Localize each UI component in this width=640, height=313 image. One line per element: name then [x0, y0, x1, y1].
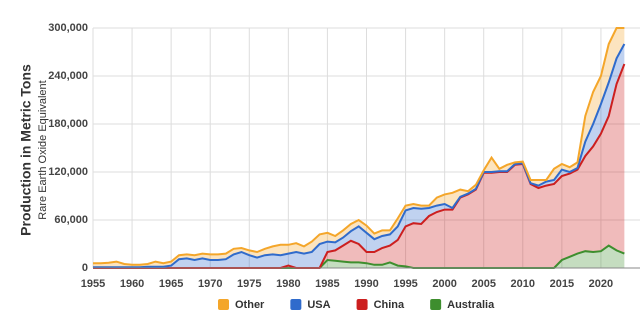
y-tick-label: 120,000 — [48, 166, 88, 178]
legend-label: USA — [307, 299, 330, 311]
legend-label: China — [374, 299, 405, 311]
legend-swatch — [218, 299, 229, 310]
y-tick-label: 180,000 — [48, 118, 88, 130]
y-axis-sublabel: Rare Earth Oxide Equivalent — [37, 80, 49, 219]
legend-label: Australia — [447, 299, 495, 311]
legend-swatch — [356, 299, 368, 310]
x-tick-label: 1970 — [198, 278, 222, 290]
x-tick-label: 1975 — [237, 278, 261, 290]
x-tick-label: 1960 — [120, 278, 144, 290]
area-fill — [93, 64, 625, 268]
x-tick-label: 2000 — [432, 278, 456, 290]
x-tick-label: 1990 — [354, 278, 378, 290]
series-line — [93, 27, 625, 266]
x-tick-label: 1965 — [159, 278, 183, 290]
y-axis-label: Production in Metric Tons — [18, 64, 34, 236]
legend-swatch — [430, 299, 442, 310]
x-tick-label: 2020 — [589, 278, 613, 290]
y-tick-label: 0 — [82, 262, 88, 274]
area-fill — [93, 245, 625, 268]
y-tick-label: 300,000 — [48, 22, 88, 34]
x-tick-label: 2010 — [511, 278, 535, 290]
y-tick-label: 240,000 — [48, 70, 88, 82]
x-tick-label: 1980 — [276, 278, 300, 290]
legend-swatch — [290, 299, 302, 310]
x-tick-label: 1955 — [81, 278, 105, 290]
x-tick-label: 1995 — [393, 278, 417, 290]
legend-label: Other — [235, 299, 265, 311]
y-tick-label: 60,000 — [54, 214, 88, 226]
x-tick-label: 2015 — [550, 278, 574, 290]
x-tick-label: 1985 — [315, 278, 339, 290]
x-tick-label: 2005 — [471, 278, 495, 290]
series-line — [93, 43, 626, 269]
